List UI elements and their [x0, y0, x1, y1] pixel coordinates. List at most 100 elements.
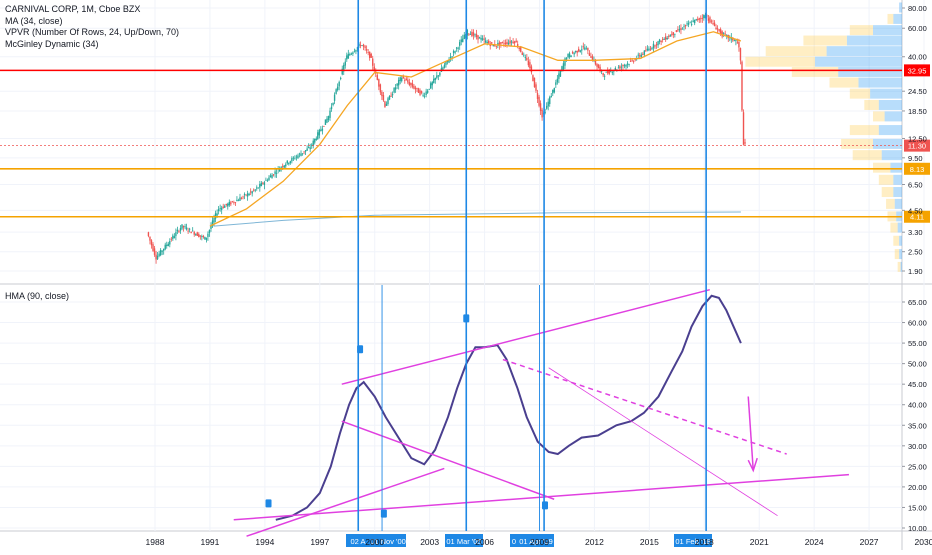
candle-body [556, 78, 559, 83]
candle-body [733, 40, 736, 42]
candle-body [268, 177, 270, 181]
candle-body [210, 226, 212, 229]
candle-body [713, 22, 716, 27]
y-tick-label: 45.00 [908, 380, 927, 389]
candle-body [503, 43, 505, 45]
candle-body [742, 112, 745, 145]
candle-body [657, 41, 659, 46]
volume-profile [745, 2, 902, 272]
candle-body [370, 53, 372, 58]
y-tick-label: 60.00 [908, 319, 927, 328]
candle-body [411, 83, 414, 87]
candle-body [672, 32, 675, 35]
candle-body [314, 138, 316, 143]
candle-body [442, 67, 444, 71]
candle-body [459, 42, 461, 46]
candle-body [263, 182, 266, 185]
candle-body [486, 41, 488, 44]
candle-body [581, 49, 583, 51]
candle-body [697, 19, 699, 21]
x-tick-label: 2000 [365, 537, 384, 547]
candle-body [677, 29, 679, 31]
candle-body [167, 243, 169, 246]
vp-bar-down [878, 174, 894, 185]
candle-body [738, 41, 740, 48]
level-tag [904, 210, 930, 223]
candle-body [326, 118, 328, 123]
candle-body [428, 88, 430, 90]
candle-body [639, 55, 641, 57]
candle-body [680, 28, 682, 30]
candle-body [532, 75, 534, 82]
candle-body [565, 58, 568, 60]
candle-body [275, 172, 278, 174]
candle-body [251, 191, 253, 194]
candle-body [553, 88, 556, 93]
candle-body [346, 55, 348, 60]
candle-body [600, 70, 603, 72]
price-levels: 32.95 11.30 8.13 4.11 [0, 64, 930, 223]
y-tick-label: 9.50 [908, 154, 923, 163]
candle-body [230, 202, 232, 205]
candle-body [523, 54, 525, 56]
candle-body [191, 230, 194, 232]
vp-bar-up [881, 150, 902, 161]
candle-body [631, 60, 633, 61]
candle-body [495, 45, 498, 47]
candle-body [350, 53, 353, 55]
candle-body [184, 226, 186, 228]
candle-body [674, 33, 676, 35]
vp-bar-down [849, 125, 879, 136]
level-tag [904, 139, 930, 152]
trend-line [341, 420, 555, 500]
candle-body [455, 47, 458, 49]
vp-bar-up [890, 162, 902, 173]
candle-body [242, 196, 244, 198]
candle-body [353, 51, 356, 53]
candle-body [625, 64, 627, 67]
candle-body [669, 35, 671, 37]
candle-body [280, 167, 282, 169]
vp-bar-up [897, 222, 902, 233]
candle-body [234, 202, 237, 204]
trend-line [246, 467, 445, 537]
candle-body [303, 151, 305, 153]
candle-body [483, 38, 485, 40]
candle-body [443, 64, 446, 68]
marker-tag [674, 534, 712, 547]
trend-lines [233, 288, 850, 537]
candle-body [700, 18, 702, 20]
candle-body [552, 89, 554, 94]
candle-body [500, 42, 502, 44]
candle-body [420, 90, 423, 94]
candle-body [399, 77, 401, 81]
candle-body [330, 106, 333, 110]
candle-body [692, 20, 694, 22]
candle-body [320, 129, 322, 132]
marker-tag [346, 534, 370, 547]
candle-body [378, 79, 380, 87]
candle-body [573, 52, 575, 55]
vp-bar-down [849, 25, 873, 36]
vp-bar-up [873, 138, 902, 149]
candle-body [585, 48, 588, 50]
vp-bar-up [894, 198, 902, 209]
x-tick-label: 2012 [585, 537, 604, 547]
candle-body [315, 138, 317, 140]
trend-line [502, 358, 787, 455]
vp-bar-down [873, 111, 885, 122]
axes: 1988 1991 1994 1997 2000 2003 2006 2009 2012 2015… [146, 4, 932, 547]
candle-body [507, 42, 510, 45]
candle-body [253, 189, 255, 191]
candle-body [520, 46, 522, 52]
candle-body [262, 182, 264, 184]
hma-line [275, 294, 742, 521]
level-tag [904, 162, 930, 175]
candle-body [735, 40, 737, 42]
candle-body [164, 244, 166, 250]
candle-body [224, 205, 226, 208]
candle-body [159, 249, 162, 256]
candle-body [213, 217, 215, 223]
candle-body [634, 59, 636, 61]
candle-body [355, 49, 357, 52]
